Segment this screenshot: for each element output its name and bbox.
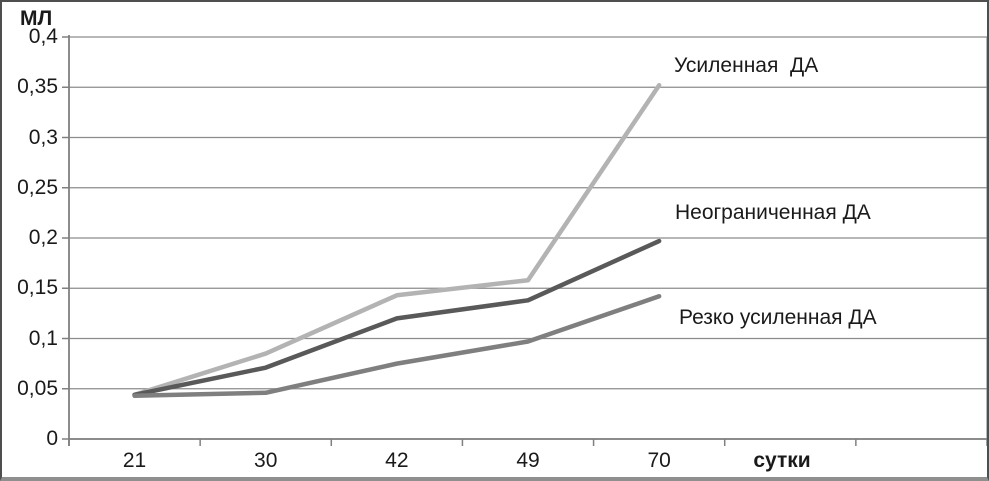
y-axis-unit-label: МЛ: [20, 7, 53, 30]
y-tick-label: 0,15: [17, 276, 58, 300]
y-tick-label: 0,25: [17, 175, 58, 199]
x-tick-label: 21: [122, 449, 147, 472]
x-tick-label: 42: [385, 449, 409, 472]
series-line-0: [132, 82, 662, 398]
x-axis-title: сутки: [753, 449, 811, 472]
y-tick-label: 0,1: [28, 326, 58, 350]
y-tick-label: 0: [46, 427, 58, 450]
series-label-1: Неограниченная ДА: [675, 201, 871, 224]
y-tick-label: 0,35: [17, 75, 58, 99]
x-tick-label: 70: [647, 449, 671, 472]
y-tick-label: 0,05: [17, 376, 58, 400]
series-line-1: [132, 238, 662, 398]
x-tick-label: 30: [254, 449, 278, 472]
series-line-2: [132, 294, 662, 399]
y-tick-label: 0,4: [28, 25, 58, 48]
x-tick-label: 49: [516, 449, 540, 472]
series-label-2: Резко усиленная ДА: [679, 306, 877, 329]
y-tick-label: 0,2: [28, 226, 58, 249]
y-tick-label: 0,3: [28, 125, 58, 149]
series-label-0: Усиленная ДА: [674, 54, 819, 77]
